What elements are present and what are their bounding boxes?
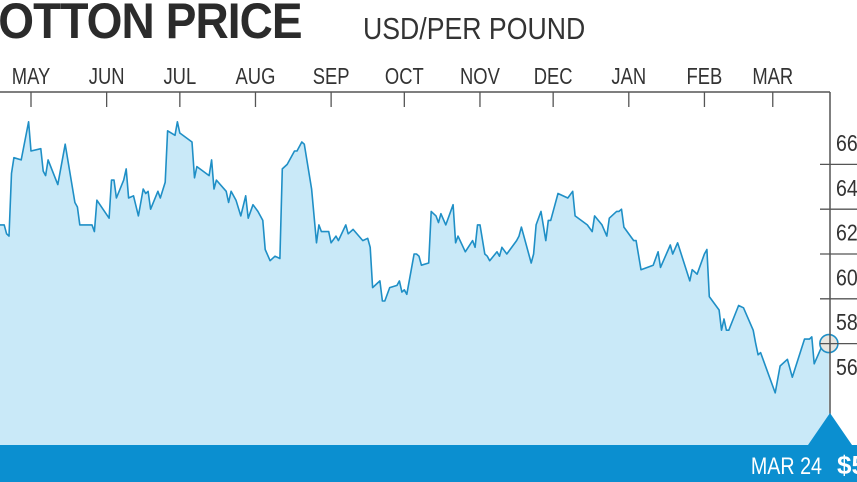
- price-line: [0, 121, 830, 394]
- y-tick-label: 60: [836, 265, 857, 291]
- y-tick-label: 66: [836, 131, 857, 157]
- x-tick-label: OCT: [385, 64, 424, 89]
- price-area-fill: [0, 121, 829, 445]
- x-tick-label: DEC: [534, 64, 573, 89]
- chart-title: COTTON PRICE: [0, 0, 303, 49]
- bottom-bar: MAR 24 $5: [0, 413, 857, 482]
- bottom-bar-background: [0, 445, 857, 482]
- x-tick-label: JAN: [611, 64, 646, 89]
- x-tick-label: NOV: [460, 64, 500, 89]
- axes: MAY JUN JUL AUG SEP OCT NOV DEC JAN FEB MAR 66 64 62 6…: [0, 64, 857, 445]
- chart-subtitle: USD/PER POUND: [363, 11, 586, 46]
- y-tick-label: 62: [836, 220, 857, 246]
- y-tick-label: 56: [836, 355, 857, 381]
- x-tick-label: JUN: [89, 64, 125, 89]
- x-tick-label: AUG: [236, 64, 276, 89]
- last-price-label: $5: [837, 450, 857, 480]
- pointer-triangle: [808, 413, 852, 445]
- last-date-label: MAR 24: [751, 452, 822, 479]
- y-tick-label: 64: [836, 175, 857, 201]
- y-tick-label: 58: [836, 310, 857, 336]
- x-tick-label: SEP: [313, 64, 350, 89]
- x-tick-label: FEB: [687, 64, 723, 89]
- x-tick-label: MAR: [752, 64, 793, 89]
- x-tick-label: JUL: [163, 64, 196, 89]
- plot-area: [0, 121, 839, 445]
- x-tick-label: MAY: [12, 64, 51, 89]
